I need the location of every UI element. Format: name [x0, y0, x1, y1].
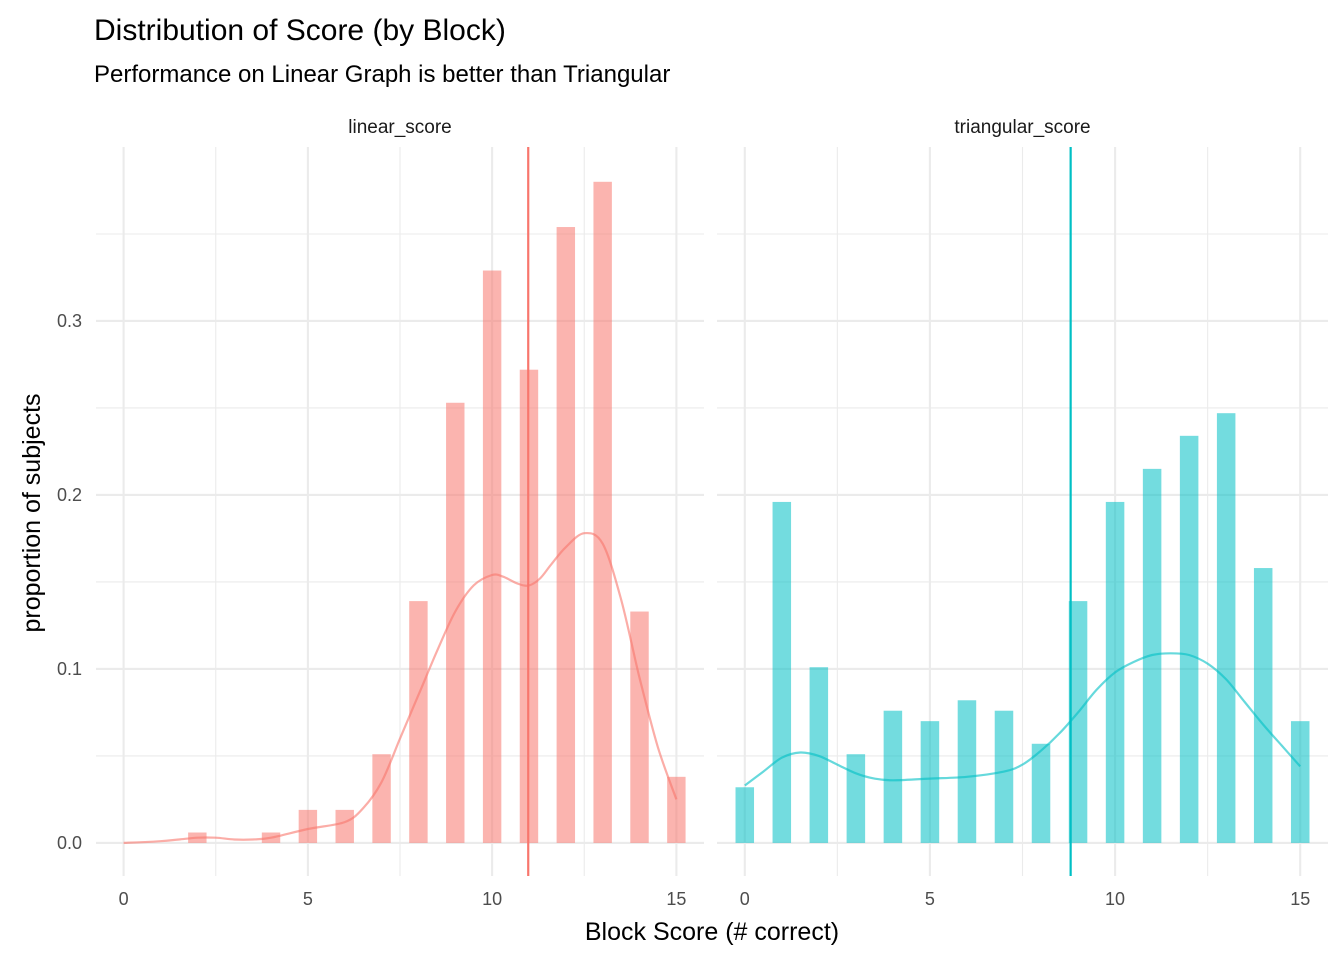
x-tick-label: 5 [303, 889, 313, 909]
bar [735, 787, 755, 843]
bar [556, 227, 576, 843]
bar [1290, 721, 1310, 843]
bar [957, 700, 977, 843]
y-tick-label: 0.0 [57, 833, 82, 853]
bar [846, 754, 866, 843]
chart-title: Distribution of Score (by Block) [94, 14, 506, 47]
bar [298, 809, 318, 843]
bar [994, 710, 1014, 843]
bar [1031, 743, 1051, 843]
y-axis-ticks: 0.0 0.1 0.2 0.3 [57, 311, 82, 853]
y-tick-label: 0.3 [57, 311, 82, 331]
facet-label: triangular_score [954, 117, 1090, 138]
bar [1216, 413, 1236, 843]
bar [372, 754, 391, 843]
x-tick-label: 15 [666, 889, 686, 909]
x-tick-label: 10 [482, 889, 502, 909]
density-curve [744, 652, 1302, 787]
x-tick-label: 15 [1290, 889, 1310, 909]
bar [409, 601, 428, 843]
x-axis-title: Block Score (# correct) [585, 918, 839, 946]
x-tick-label: 10 [1105, 889, 1125, 909]
bar [667, 776, 686, 843]
facet-label: linear_score [348, 117, 452, 138]
bar [883, 710, 903, 843]
chart-subtitle: Performance on Linear Graph is better th… [94, 61, 670, 88]
bar [630, 611, 649, 843]
bar [335, 809, 354, 843]
bar [920, 721, 940, 843]
y-axis-title: proportion of subjects [18, 393, 46, 632]
bar [772, 501, 792, 843]
facet-linear_score: linear_score 0 5 10 15 [96, 117, 704, 909]
x-tick-label: 5 [925, 889, 935, 909]
y-tick-label: 0.2 [57, 485, 82, 505]
x-tick-label: 0 [119, 889, 129, 909]
bar [482, 270, 502, 843]
bar [1179, 435, 1199, 843]
y-tick-label: 0.1 [57, 659, 82, 679]
density-curve [123, 531, 678, 844]
facet-triangular_score: triangular_score 0 5 10 15 [717, 117, 1328, 909]
bar [446, 402, 465, 843]
bar [593, 181, 612, 843]
bar [1253, 568, 1273, 843]
x-tick-label: 0 [740, 889, 750, 909]
bar [1068, 601, 1088, 843]
